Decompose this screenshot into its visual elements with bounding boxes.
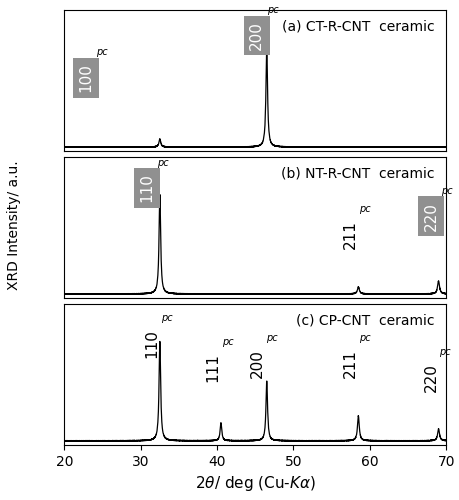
Text: 211: 211	[342, 220, 358, 249]
Text: pc: pc	[358, 332, 370, 342]
Text: pc: pc	[160, 313, 172, 323]
Text: 111: 111	[205, 353, 220, 382]
Text: pc: pc	[157, 158, 168, 168]
Text: 110: 110	[145, 329, 159, 358]
Text: 200: 200	[250, 348, 264, 378]
Text: (c) CP-CNT  ceramic: (c) CP-CNT ceramic	[296, 314, 434, 328]
Text: XRD Intensity/ a.u.: XRD Intensity/ a.u.	[7, 160, 21, 290]
Text: pc: pc	[95, 48, 107, 58]
Text: pc: pc	[266, 5, 278, 15]
Text: 220: 220	[422, 202, 437, 230]
X-axis label: 2$\theta$/ deg (Cu-$K\alpha$): 2$\theta$/ deg (Cu-$K\alpha$)	[194, 474, 315, 494]
Text: (b) NT-R-CNT  ceramic: (b) NT-R-CNT ceramic	[280, 167, 434, 181]
Text: 100: 100	[78, 64, 93, 92]
Text: pc: pc	[440, 186, 452, 196]
Text: 110: 110	[139, 174, 154, 203]
Text: pc: pc	[358, 204, 370, 214]
Text: 220: 220	[422, 363, 437, 392]
Text: 211: 211	[342, 348, 358, 378]
Text: 200: 200	[249, 21, 264, 50]
Text: pc: pc	[265, 332, 277, 342]
Text: pc: pc	[438, 347, 450, 357]
Text: (a) CT-R-CNT  ceramic: (a) CT-R-CNT ceramic	[281, 20, 434, 34]
Text: pc: pc	[221, 337, 233, 347]
